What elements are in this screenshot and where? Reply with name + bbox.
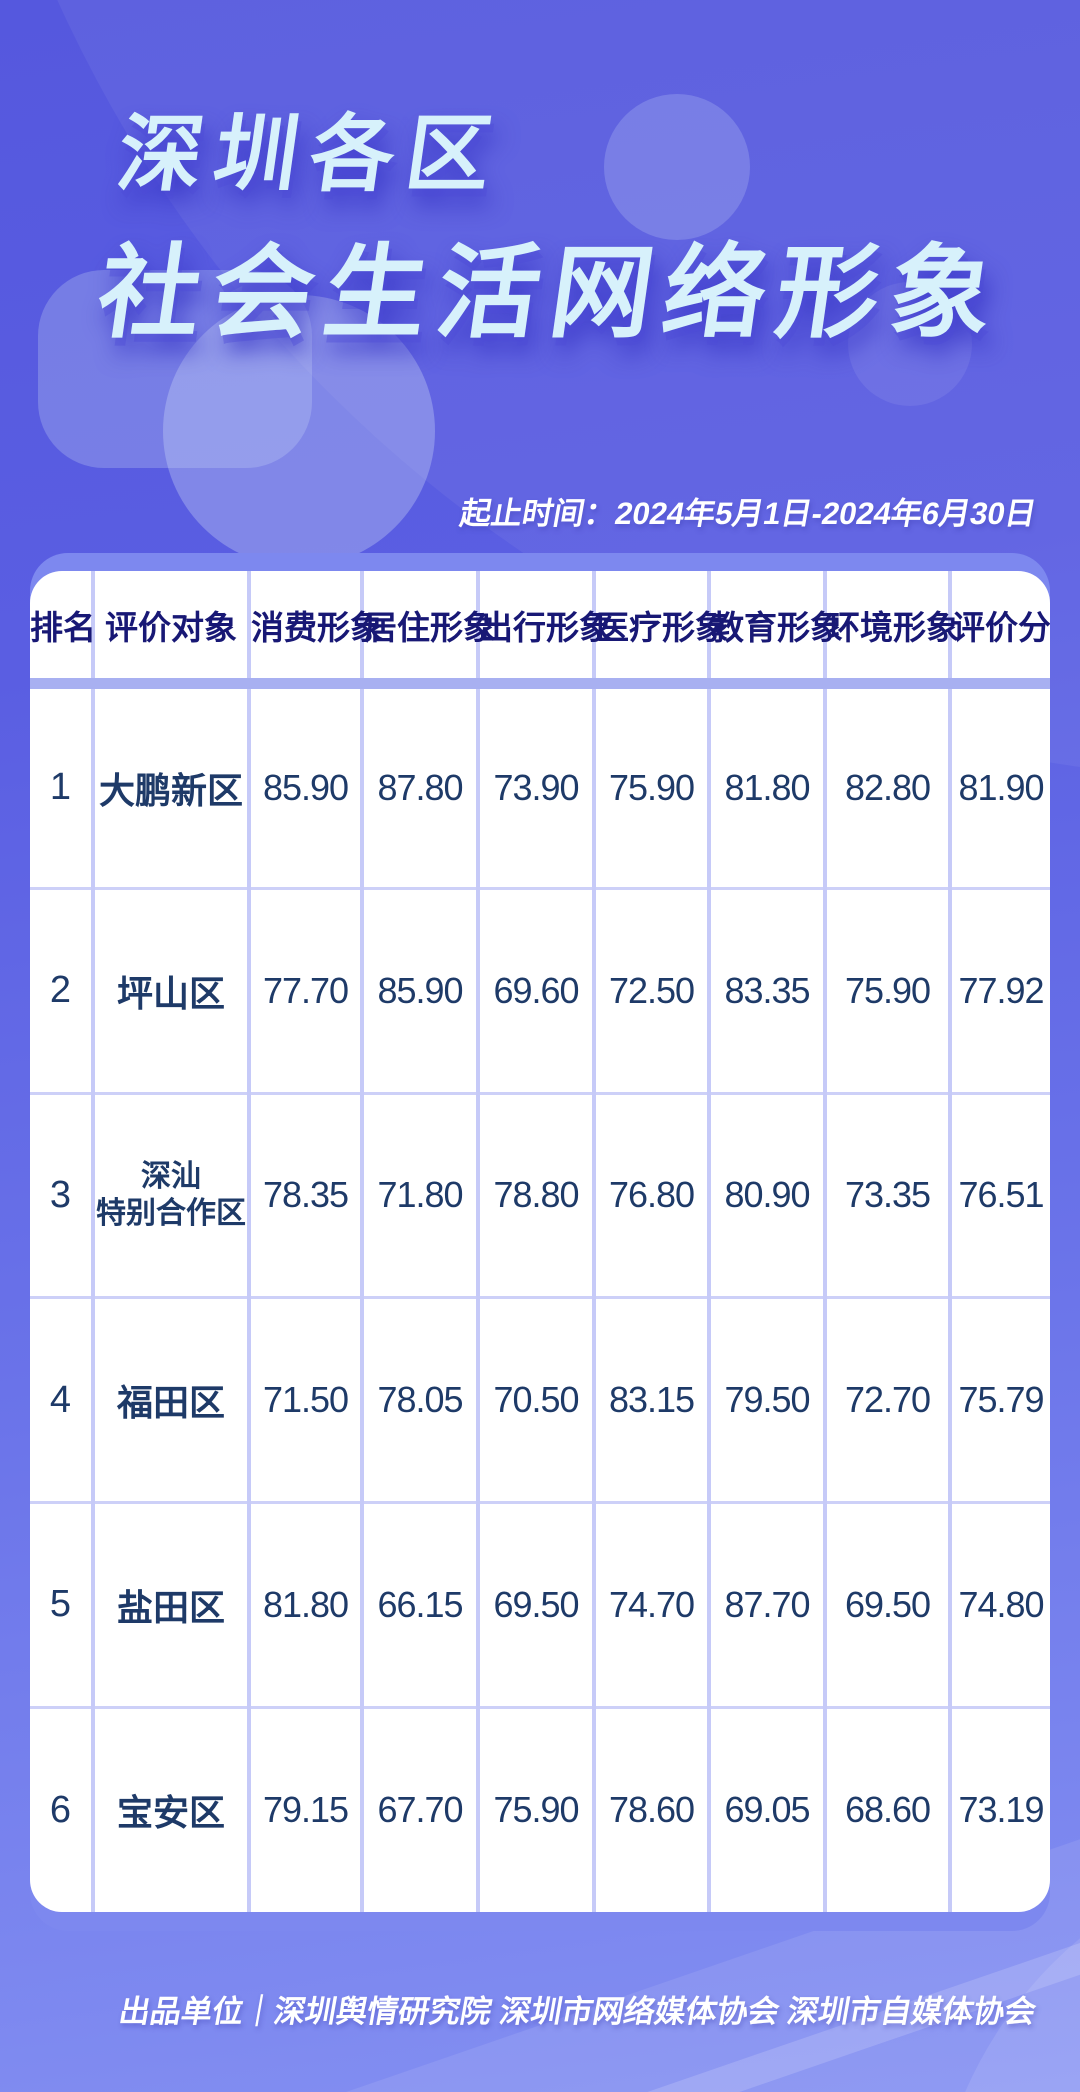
score-cell: 74.70 [592, 1501, 709, 1708]
rank-cell: 4 [30, 1296, 93, 1503]
score-cell: 78.80 [476, 1091, 594, 1298]
table-card-backdrop: 排名评价对象消费形象居住形象出行形象医疗形象教育形象环境形象评价分值 1 大鹏新区… [30, 553, 1050, 1931]
score-cell: 80.90 [707, 1091, 825, 1298]
score-cell: 77.92 [948, 886, 1050, 1093]
rank-cell: 2 [30, 886, 93, 1093]
score-cell: 75.90 [476, 1705, 594, 1912]
score-cell: 82.80 [823, 683, 950, 889]
table-row: 2 坪山区 77.70 85.90 69.60 72.50 83.35 75.90 77.92 [30, 886, 1050, 1093]
score-cell: 73.35 [823, 1091, 950, 1298]
score-cell: 79.15 [247, 1705, 362, 1912]
column-header: 排名 [30, 571, 96, 689]
column-header: 评价对象 [91, 571, 249, 689]
rank-cell: 1 [49, 766, 72, 809]
score-cell: 81.90 [948, 683, 1050, 889]
title-block: 深圳各区 社会生活网络形象 [91, 107, 1029, 350]
score-cell: 73.19 [948, 1705, 1050, 1912]
score-cell: 85.90 [360, 886, 478, 1093]
ranking-table: 排名评价对象消费形象居住形象出行形象医疗形象教育形象环境形象评价分值 1 大鹏新区… [30, 571, 1050, 1912]
rank-cell: 5 [30, 1501, 93, 1708]
score-cell: 78.05 [360, 1296, 478, 1503]
column-header: 医疗形象 [592, 571, 728, 689]
score-cell: 68.60 [823, 1705, 950, 1912]
table-row: 4 福田区 71.50 78.05 70.50 83.15 79.50 72.70 75.79 [30, 1296, 1050, 1503]
score-cell: 69.50 [476, 1501, 594, 1708]
rank-cell: 6 [30, 1705, 93, 1912]
table-row: 6 宝安区 79.15 67.70 75.90 78.60 69.05 68.60 73.19 [30, 1705, 1050, 1912]
poster-title-line1: 深圳各区 [112, 107, 510, 201]
score-cell: 75.90 [592, 683, 709, 889]
score-cell: 72.50 [592, 886, 709, 1093]
score-cell: 69.60 [476, 886, 594, 1093]
district-cell: 深汕 特别合作区 [91, 1091, 249, 1298]
score-cell: 72.70 [823, 1296, 950, 1503]
score-cell: 76.51 [948, 1091, 1050, 1298]
table-card: 排名评价对象消费形象居住形象出行形象医疗形象教育形象环境形象评价分值 1 大鹏新区… [30, 571, 1050, 1912]
column-header: 消费形象 [247, 571, 383, 689]
score-cell: 71.80 [360, 1091, 478, 1298]
score-cell: 70.50 [476, 1296, 594, 1503]
footer-credits: 出品单位｜深圳舆情研究院 深圳市网络媒体协会 深圳市自媒体协会 [116, 1994, 1039, 2029]
score-cell: 83.35 [707, 886, 825, 1093]
table-header: 排名评价对象消费形象居住形象出行形象医疗形象教育形象环境形象评价分值 [30, 571, 1050, 689]
score-cell: 83.15 [592, 1296, 709, 1503]
district-cell: 大鹏新区 [91, 683, 249, 889]
score-cell: 85.90 [247, 683, 362, 889]
score-cell: 66.15 [360, 1501, 478, 1708]
column-header: 环境形象 [823, 571, 959, 689]
district-cell: 盐田区 [91, 1501, 249, 1708]
header-row: 排名评价对象消费形象居住形象出行形象医疗形象教育形象环境形象评价分值 [30, 571, 1050, 689]
score-cell: 79.50 [707, 1296, 825, 1503]
column-header: 出行形象 [476, 571, 612, 689]
score-cell: 69.05 [707, 1705, 825, 1912]
rank-cell: 3 [30, 1091, 93, 1298]
period-label: 起止时间：2024年5月1日-2024年6月30日 [456, 496, 1039, 531]
score-cell: 78.60 [592, 1705, 709, 1912]
score-cell: 81.80 [247, 1501, 362, 1708]
column-header: 评价分值 [948, 571, 1050, 689]
score-cell: 75.79 [948, 1296, 1050, 1503]
score-cell: 71.50 [247, 1296, 362, 1503]
table-row: 1 大鹏新区 85.90 87.80 73.90 75.90 81.80 82.80 81.90 [30, 683, 1050, 889]
column-header: 教育形象 [707, 571, 843, 689]
district-cell: 福田区 [91, 1296, 249, 1503]
table-body: 1 大鹏新区 85.90 87.80 73.90 75.90 81.80 82.80 81.90… [30, 683, 1050, 1912]
score-cell: 81.80 [707, 683, 825, 889]
column-header: 居住形象 [360, 571, 496, 689]
poster-title-line2: 社会生活网络形象 [91, 236, 1012, 350]
score-cell: 87.80 [360, 683, 478, 889]
score-cell: 78.35 [247, 1091, 362, 1298]
score-cell: 87.70 [707, 1501, 825, 1708]
score-cell: 76.80 [592, 1091, 709, 1298]
score-cell: 69.50 [823, 1501, 950, 1708]
table-row: 5 盐田区 81.80 66.15 69.50 74.70 87.70 69.50 74.80 [30, 1501, 1050, 1708]
score-cell: 77.70 [247, 886, 362, 1093]
district-cell: 坪山区 [91, 886, 249, 1093]
table-row: 3 深汕 特别合作区 78.35 71.80 78.80 76.80 80.90 73.35 7… [30, 1091, 1050, 1298]
district-cell: 宝安区 [91, 1705, 249, 1912]
score-cell: 67.70 [360, 1705, 478, 1912]
score-cell: 74.80 [948, 1501, 1050, 1708]
score-cell: 75.90 [823, 886, 950, 1093]
score-cell: 73.90 [476, 683, 594, 889]
